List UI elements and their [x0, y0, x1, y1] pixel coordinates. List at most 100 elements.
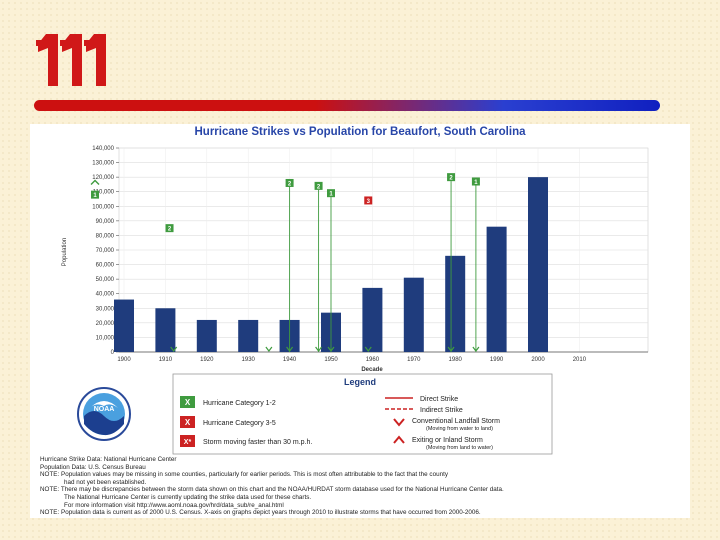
x-tick-label: 2000: [531, 357, 545, 363]
noaa-label: NOAA: [94, 406, 115, 413]
x-tick-label: 1940: [283, 357, 297, 363]
x-tick-label: 1990: [490, 357, 504, 363]
legend-cat35-glyph: X: [185, 418, 191, 427]
storm-markers: 2 1 2 2 1 3 2 1: [90, 173, 480, 352]
y-tick-label: 130,000: [92, 161, 114, 167]
y-tick-label: 30,000: [96, 306, 115, 312]
x-tick-label: 1930: [242, 357, 256, 363]
y-tick-label: 100,000: [92, 204, 114, 210]
y-tick-label: 70,000: [96, 248, 115, 254]
note-line: had not yet been established.: [64, 478, 147, 486]
landfall-chevron-icon: [393, 418, 405, 427]
y-tick-label: 140,000: [92, 146, 114, 152]
x-tick-label: 1910: [159, 357, 173, 363]
storm-marker: [165, 224, 174, 233]
x-axis: 1900 1910 1920 1930 1940 1950 1960 1970 1980 1990…: [117, 357, 586, 363]
y-tick-label: 10,000: [96, 335, 115, 341]
note-line: NOTE: Population values may be missing i…: [40, 471, 448, 479]
legend-cat35-swatch: [180, 416, 195, 428]
legend: Legend X Hurricane Category 1-2 X Hurric…: [172, 373, 553, 455]
x-tick-label: 2010: [573, 357, 587, 363]
legend-cat12-glyph: X: [185, 398, 191, 407]
x-tick-label: 1980: [449, 357, 463, 363]
bars: [114, 177, 548, 352]
legend-exiting-sub: (Moving from land to water): [426, 445, 493, 451]
bar-1960: [362, 287, 383, 352]
chart-panel: Hurricane Strikes vs Population for Beau…: [30, 124, 690, 518]
storm-marker: [364, 196, 373, 205]
landfall-marker: [286, 346, 294, 352]
y-tick-label: 0: [111, 350, 115, 356]
legend-cat12-swatch: [180, 396, 195, 408]
legend-fast-label: Storm moving faster than 30 m.p.h.: [203, 439, 312, 446]
y-tick-label: 50,000: [96, 277, 115, 283]
x-tick-label: 1920: [200, 357, 214, 363]
y-tick-label: 40,000: [96, 292, 115, 298]
landfall-marker: [170, 346, 178, 352]
landfall-marker: [364, 346, 372, 352]
storm-category-label: 2: [449, 176, 453, 182]
note-line: NOTE: Population data is current as of 2…: [40, 509, 481, 517]
landfall-marker: [327, 346, 335, 352]
storm-category-label: 2: [288, 181, 292, 187]
storm-marker: [447, 173, 456, 182]
x-tick-label: 1970: [407, 357, 421, 363]
note-line: The National Hurricane Center is current…: [64, 493, 312, 501]
bar-1900: [114, 299, 134, 352]
y-tick-label: 120,000: [92, 175, 114, 181]
note-line: Population Data: U.S. Census Bureau: [40, 463, 146, 471]
legend-cat35-label: Hurricane Category 3-5: [203, 420, 276, 427]
bar-1930: [238, 319, 259, 352]
storm-exiting-marker: [90, 179, 100, 186]
storm-category-label: 1: [93, 193, 97, 199]
bar-2000: [528, 177, 548, 352]
bar-1990: [486, 226, 507, 352]
landfall-marker: [472, 346, 480, 352]
bar-1920: [196, 319, 217, 352]
x-tick-label: 1950: [324, 357, 338, 363]
brand-logo-icon: [36, 34, 106, 86]
y-tick-label: 80,000: [96, 233, 115, 239]
header-divider-bar: [34, 100, 660, 111]
noaa-logo: NOAA: [77, 387, 131, 441]
legend-fast-glyph: X*: [184, 439, 192, 446]
storm-category-label: 1: [329, 192, 333, 198]
landfall-marker: [315, 346, 323, 352]
bar-1910: [155, 308, 176, 352]
y-tick-label: 90,000: [96, 219, 115, 225]
bar-1980: [445, 255, 466, 352]
storm-marker: [91, 190, 100, 199]
legend-fast-swatch: [180, 435, 195, 447]
storm-category-label: 3: [367, 199, 371, 205]
storm-marker: [314, 181, 323, 190]
storm-marker: [471, 177, 480, 186]
x-tick-label: 1960: [366, 357, 380, 363]
legend-exiting-label: Exiting or Inland Storm: [412, 437, 483, 444]
legend-title: Legend: [344, 377, 376, 387]
chart-title: Hurricane Strikes vs Population for Beau…: [194, 126, 526, 138]
storm-category-label: 2: [317, 184, 321, 190]
legend-landfall-label: Conventional Landfall Storm: [412, 418, 500, 425]
exiting-chevron-icon: [393, 435, 405, 444]
storm-marker: [327, 189, 335, 198]
hurricane-population-chart: Hurricane Strikes vs Population for Beau…: [62, 126, 649, 455]
legend-cat12-label: Hurricane Category 1-2: [203, 400, 276, 407]
x-tick-label: 1900: [117, 357, 131, 363]
note-line: For more information visit http://www.ao…: [64, 501, 284, 509]
note-line: Hurricane Strike Data: National Hurrican…: [40, 456, 177, 463]
note-line: NOTE: There may be discrepancies between…: [40, 486, 504, 494]
landfall-marker: [265, 346, 273, 352]
landfall-marker: [447, 346, 455, 352]
legend-landfall-sub: (Moving from water to land): [426, 426, 493, 432]
storm-marker: [285, 178, 294, 187]
storm-category-label: 1: [474, 180, 478, 186]
x-axis-label: Decade: [361, 367, 383, 373]
legend-direct-label: Direct Strike: [420, 396, 458, 403]
y-tick-label: 60,000: [96, 263, 115, 269]
y-axis-label: Population: [62, 238, 68, 266]
y-tick-label: 20,000: [96, 321, 115, 327]
y-axis: 0 10,000 20,000 30,000 40,000 50,000 60,000 70,…: [92, 146, 648, 356]
source-notes: Hurricane Strike Data: National Hurrican…: [40, 456, 688, 517]
storm-category-label: 2: [168, 227, 172, 233]
bar-1970: [403, 277, 424, 352]
